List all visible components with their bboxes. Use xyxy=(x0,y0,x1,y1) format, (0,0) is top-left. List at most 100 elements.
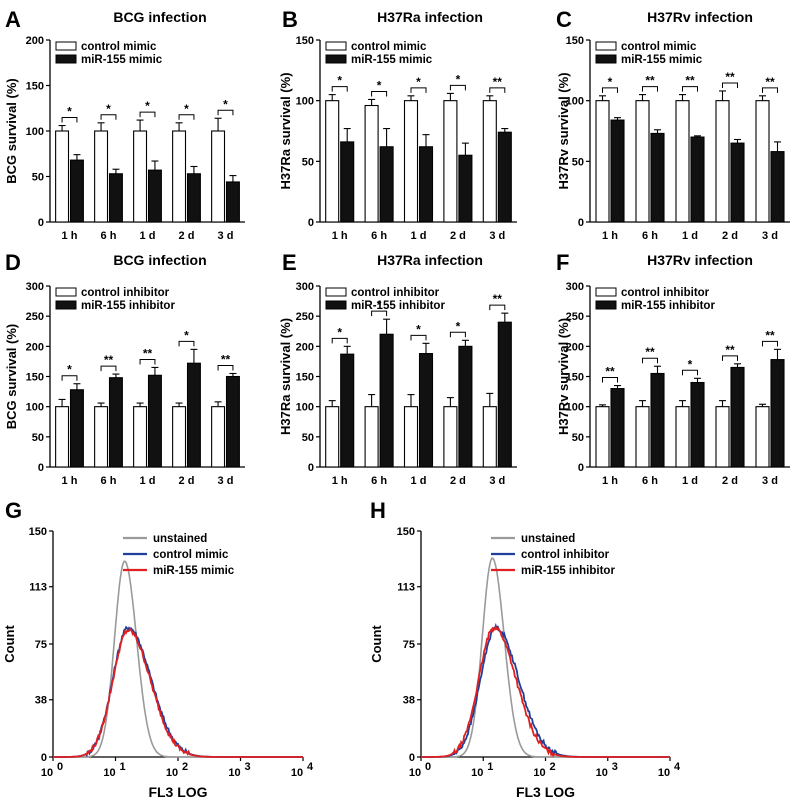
significance-mark: ** xyxy=(104,353,114,367)
panel-h: H Count FL3 LOG 0 38 75 113 150 10 0 10 1 10 2 10 3 10 4 u… xyxy=(369,498,681,800)
x-tick-label: 6 h xyxy=(371,475,387,487)
significance-mark: * xyxy=(184,102,189,116)
x-axis-label: FL3 LOG xyxy=(516,784,575,800)
significance-mark: * xyxy=(337,325,342,339)
control-bar xyxy=(595,406,610,468)
significance-bracket xyxy=(489,87,506,93)
x-tick-label: 6 h xyxy=(642,475,658,487)
significance-mark: ** xyxy=(221,352,231,366)
treated-bar xyxy=(610,388,625,468)
x-tick-exponent: 4 xyxy=(674,761,681,773)
panel-letter: C xyxy=(556,7,572,32)
y-tick-label: 50 xyxy=(302,156,314,168)
y-tick-label: 100 xyxy=(566,96,584,108)
control-bar xyxy=(635,406,650,468)
y-tick-label: 100 xyxy=(296,402,314,414)
treated-bar xyxy=(770,359,785,468)
treated-bar xyxy=(650,132,665,223)
legend-label: miR-155 inhibitor xyxy=(521,565,615,577)
significance-mark: * xyxy=(337,74,342,88)
panel-letter: F xyxy=(556,250,569,275)
significance-mark: ** xyxy=(493,75,503,89)
panel-e: E H37Ra infection H37Ra survival (%) 0 50 100… xyxy=(278,250,517,487)
x-tick-label: 1 h xyxy=(62,475,78,487)
control-curve xyxy=(53,625,303,758)
x-tick-label: 1 d xyxy=(140,475,156,487)
legend-swatch xyxy=(325,54,347,64)
significance-mark: * xyxy=(67,363,72,377)
y-tick-label: 0 xyxy=(38,462,44,474)
x-tick-label: 3 d xyxy=(762,230,778,242)
x-tick-label: 1 h xyxy=(62,230,78,242)
treated-bar xyxy=(340,353,355,468)
panel-letter: E xyxy=(282,250,297,275)
significance-mark: ** xyxy=(645,74,655,88)
legend-label: miR-155 inhibitor xyxy=(351,300,445,312)
significance-mark: * xyxy=(223,97,228,111)
y-axis-label: BCG survival (%) xyxy=(4,78,19,183)
y-tick-label: 100 xyxy=(26,126,44,138)
panel-g: G Count FL3 LOG 0 38 75 113 150 10 0 10 1 10 2 10 3 10 4 u… xyxy=(2,498,314,800)
y-tick-label: 300 xyxy=(566,281,584,293)
x-tick-label: 3 d xyxy=(489,230,505,242)
y-tick-label: 50 xyxy=(302,432,314,444)
control-bar xyxy=(482,100,497,223)
x-tick-label: 1 h xyxy=(602,475,618,487)
significance-bracket xyxy=(331,86,348,92)
y-axis-label: H37Rv survival (%) xyxy=(556,318,571,435)
significance-bracket xyxy=(682,86,698,92)
treated-bar xyxy=(379,146,394,223)
y-tick-label: 300 xyxy=(26,281,44,293)
control-bar xyxy=(755,406,770,468)
x-tick-label: 1 h xyxy=(332,230,348,242)
treated-bar xyxy=(497,131,512,223)
x-tick-label: 10 xyxy=(228,767,240,779)
significance-bracket xyxy=(489,304,506,311)
control-bar xyxy=(715,100,730,223)
control-bar xyxy=(211,406,226,468)
y-axis-label: H37Rv survival (%) xyxy=(556,72,571,189)
x-tick-label: 1 d xyxy=(140,230,156,242)
x-tick-label: 1 h xyxy=(332,475,348,487)
y-tick-label: 100 xyxy=(26,402,44,414)
significance-bracket xyxy=(410,87,427,93)
significance-mark: * xyxy=(456,72,461,86)
y-tick-label: 200 xyxy=(26,35,44,47)
treated-bar xyxy=(690,381,705,468)
y-tick-label: 38 xyxy=(35,695,47,707)
x-tick-exponent: 2 xyxy=(182,761,188,773)
legend-label: miR-155 mimic xyxy=(351,54,433,66)
treated-bar xyxy=(225,181,240,223)
legend-swatch xyxy=(325,287,347,297)
treated-bar xyxy=(730,142,745,223)
control-bar xyxy=(675,100,690,223)
panel-title: H37Ra infection xyxy=(377,9,483,25)
treated-bar xyxy=(69,159,84,223)
panel-letter: G xyxy=(5,498,22,523)
treated-bar xyxy=(379,333,394,468)
control-bar xyxy=(443,100,458,223)
treated-bar xyxy=(497,321,512,468)
control-bar xyxy=(364,406,379,468)
legend-label: control inhibitor xyxy=(81,287,170,299)
treated-bar xyxy=(225,375,240,468)
x-tick-label: 2 d xyxy=(179,475,195,487)
treated-bar xyxy=(186,362,201,468)
x-tick-label: 10 xyxy=(409,767,421,779)
legend-label: miR-155 mimic xyxy=(153,565,235,577)
treated-bar xyxy=(108,173,123,223)
control-bar xyxy=(755,100,770,223)
legend-swatch xyxy=(595,287,617,297)
y-tick-label: 150 xyxy=(566,372,584,384)
significance-bracket xyxy=(410,334,427,341)
legend-swatch xyxy=(55,300,77,310)
panel-letter: A xyxy=(5,7,21,32)
x-tick-label: 6 h xyxy=(642,230,658,242)
x-tick-label: 3 d xyxy=(762,475,778,487)
treated-bar xyxy=(108,377,123,468)
x-tick-label: 3 d xyxy=(218,475,234,487)
significance-mark: * xyxy=(608,75,613,89)
legend-swatch xyxy=(55,41,77,51)
y-axis-label: Count xyxy=(369,625,384,663)
